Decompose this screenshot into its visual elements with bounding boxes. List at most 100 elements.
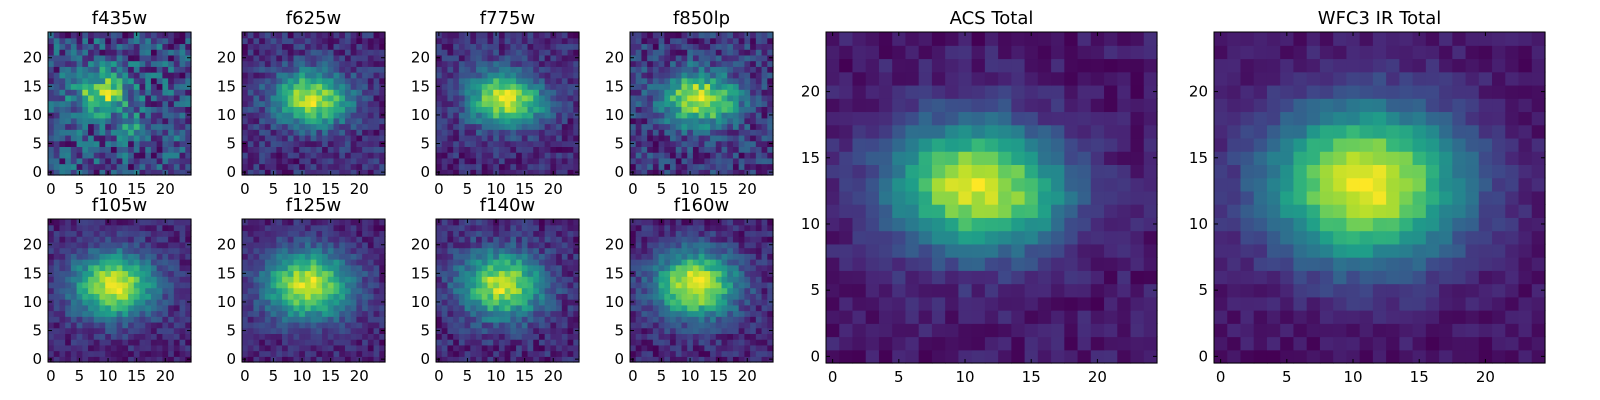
heatmap-cell	[567, 310, 574, 317]
heatmap-cell	[59, 37, 66, 45]
heatmap-cell	[373, 299, 380, 306]
heatmap-cell	[453, 106, 460, 113]
heatmap-cell	[476, 316, 483, 323]
heatmap-cell	[53, 129, 61, 136]
heatmap-cell	[538, 134, 546, 142]
heatmap-cell	[310, 259, 317, 266]
heatmap-cell	[561, 219, 569, 226]
heatmap-cell	[516, 37, 523, 45]
heatmap-cell	[641, 310, 648, 317]
heatmap-cell	[641, 333, 648, 340]
heatmap-cell	[538, 163, 546, 170]
heatmap-cell	[527, 293, 534, 300]
heatmap-cell	[635, 89, 643, 96]
heatmap-cell	[567, 299, 574, 306]
heatmap-cell	[179, 253, 186, 260]
heatmap-cell	[327, 72, 335, 79]
heatmap-cell	[82, 89, 89, 96]
heatmap-cell	[145, 94, 152, 102]
heatmap-cell	[464, 152, 471, 159]
heatmap-cell	[447, 299, 454, 306]
heatmap-cell	[293, 152, 300, 159]
heatmap-cell	[287, 163, 295, 170]
heatmap-cell	[441, 247, 449, 254]
heatmap-cell	[339, 89, 346, 96]
heatmap-cell	[128, 247, 135, 254]
heatmap-cell	[168, 344, 175, 352]
heatmap-cell	[185, 89, 192, 96]
heatmap-cell	[247, 350, 255, 357]
heatmap-cell	[59, 253, 66, 260]
heatmap-cell	[504, 112, 511, 119]
heatmap-cell	[721, 152, 728, 159]
heatmap-cell	[133, 152, 141, 159]
heatmap-cell	[510, 89, 517, 96]
heatmap-cell	[310, 293, 317, 300]
heatmap-cell	[533, 169, 540, 176]
heatmap-cell	[458, 54, 466, 62]
heatmap-cell	[767, 281, 774, 289]
heatmap-cell	[738, 100, 745, 107]
heatmap-cell	[247, 344, 255, 352]
heatmap-cell	[493, 112, 500, 119]
heatmap-cell	[727, 299, 734, 306]
heatmap-cell	[276, 72, 283, 79]
heatmap-cell	[322, 157, 329, 165]
heatmap-cell	[710, 123, 717, 130]
heatmap-cell	[464, 43, 471, 50]
heatmap-cell	[259, 356, 266, 363]
heatmap-cell	[527, 321, 534, 329]
heatmap-cell	[647, 32, 654, 39]
heatmap-cell	[658, 316, 665, 323]
heatmap-cell	[293, 344, 300, 352]
heatmap-cell	[647, 339, 654, 346]
heatmap-cell	[373, 106, 380, 113]
heatmap-cell	[333, 157, 340, 165]
heatmap-cell	[533, 344, 540, 352]
heatmap-cell	[710, 310, 717, 317]
heatmap-cell	[527, 83, 534, 90]
heatmap-cell	[299, 316, 306, 323]
heatmap-cell	[652, 321, 660, 329]
heatmap-cell	[333, 94, 340, 102]
heatmap-cell	[481, 43, 489, 50]
heatmap-cell	[70, 276, 78, 283]
heatmap-cell	[162, 304, 169, 312]
heatmap-cell	[150, 344, 158, 352]
heatmap-cell	[122, 344, 129, 352]
heatmap-cell	[470, 287, 477, 294]
heatmap-cell	[133, 224, 141, 232]
heatmap-cell	[173, 270, 181, 277]
heatmap-cell	[339, 304, 346, 312]
heatmap-cell	[732, 333, 740, 340]
heatmap-cell	[173, 169, 181, 176]
heatmap-cell	[362, 89, 369, 96]
heatmap-cell	[293, 129, 300, 136]
heatmap-cell	[504, 241, 511, 249]
heatmap-cell	[498, 281, 506, 289]
heatmap-cell	[53, 60, 61, 67]
heatmap-cell	[704, 123, 711, 130]
heatmap-cell	[750, 49, 757, 56]
heatmap-cell	[304, 152, 312, 159]
heatmap-cell	[453, 60, 460, 67]
heatmap-cell	[93, 293, 101, 300]
heatmap-cell	[287, 112, 295, 119]
x-tick-label: 20	[350, 180, 369, 198]
heatmap-cell	[670, 287, 677, 294]
heatmap-cell	[133, 83, 141, 90]
heatmap-cell	[293, 94, 300, 102]
heatmap-cell	[264, 236, 272, 243]
heatmap-cell	[441, 163, 449, 170]
heatmap-cell	[573, 117, 580, 125]
heatmap-cell	[362, 321, 369, 329]
heatmap-cell	[264, 140, 272, 147]
heatmap-cell	[247, 163, 255, 170]
heatmap-cell	[675, 310, 683, 317]
heatmap-cell	[88, 241, 95, 249]
heatmap-cell	[755, 117, 763, 125]
heatmap-cell	[99, 241, 106, 249]
heatmap-cell	[53, 276, 61, 283]
heatmap-cell	[441, 276, 449, 283]
heatmap-cell	[755, 66, 763, 73]
